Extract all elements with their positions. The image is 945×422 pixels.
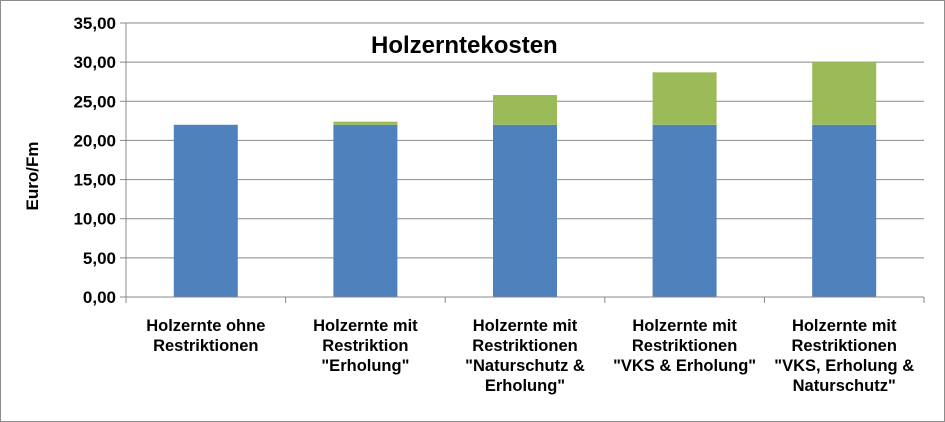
- axes: [120, 22, 925, 303]
- y-tick-label: 15,00: [73, 171, 116, 190]
- y-axis-ticks: 0,00 5,00 10,00 15,00 20,00 25,00 30,00 35,00: [73, 14, 116, 307]
- x-axis-labels: Holzernte ohne Restriktionen Holzernte mit…: [146, 317, 914, 395]
- y-tick-label: 25,00: [73, 92, 116, 111]
- y-tick-label: 20,00: [73, 131, 116, 150]
- y-tick-label: 10,00: [73, 210, 116, 229]
- x-category-label: Holzernte ohne Restriktionen: [146, 317, 265, 355]
- x-category-label: Holzernte mit Restriktionen "Naturschutz &…: [465, 317, 585, 395]
- x-category-label: Holzernte mit Restriktion "Erholung": [313, 317, 418, 375]
- bar-segment-series-2: [333, 121, 398, 125]
- bar-segment-series-1: [652, 124, 717, 298]
- y-tick-label: 0,00: [83, 288, 116, 307]
- bar-segment-series-2: [652, 72, 717, 125]
- bars: [173, 62, 877, 298]
- bar-segment-series-1: [493, 124, 557, 298]
- bar-segment-series-2: [493, 95, 557, 125]
- bar-segment-series-1: [333, 124, 398, 298]
- bar-segment-series-1: [812, 124, 877, 298]
- y-axis-label: Euro/Fm: [23, 142, 42, 211]
- bar-segment-series-2: [812, 62, 877, 125]
- bar-segment-series-1: [173, 124, 238, 298]
- chart-title: Holzerntekosten: [371, 32, 558, 59]
- x-category-label: Holzernte mit Restriktionen "VKS & Erholun…: [613, 317, 756, 375]
- y-tick-label: 30,00: [73, 53, 116, 72]
- y-tick-label: 5,00: [83, 249, 116, 268]
- x-category-label: Holzernte mit Restriktionen "VKS, Erholung…: [774, 317, 914, 395]
- y-tick-label: 35,00: [73, 14, 116, 33]
